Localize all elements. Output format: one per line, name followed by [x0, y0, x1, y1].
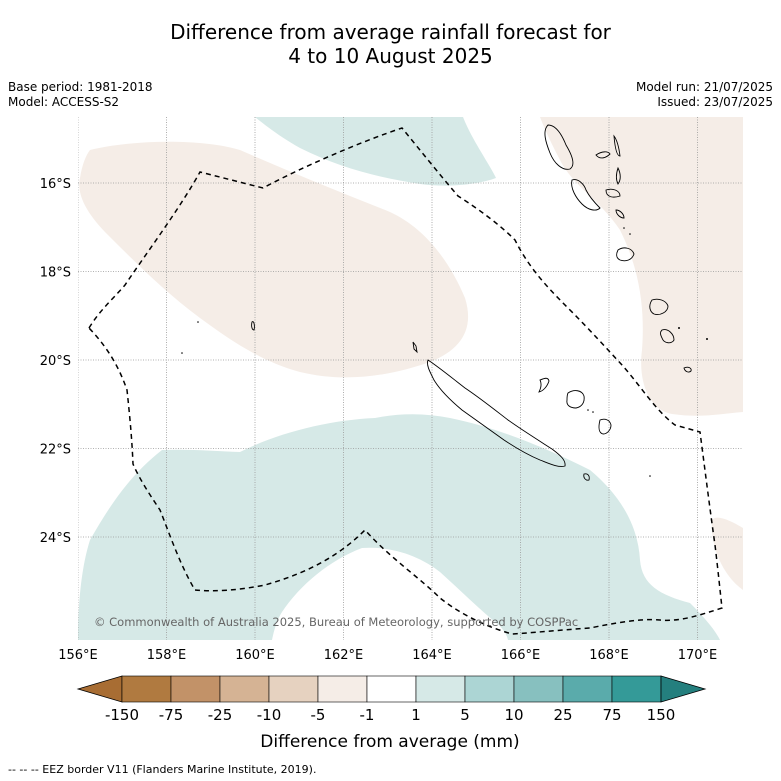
ambae-coast: [595, 151, 611, 159]
colorbar-segment: [121, 675, 172, 703]
ambrym-coast: [605, 188, 621, 198]
pentecost-coast: [616, 166, 621, 185]
islet: [706, 338, 708, 340]
longitude-label: 166°E: [501, 648, 541, 663]
espiritu-santo-coast: [544, 124, 574, 170]
colorbar-segment: [464, 675, 515, 703]
model-run: Model run: 21/07/2025: [635, 80, 773, 94]
colorbar-tick-label: 10: [504, 706, 523, 724]
copyright-notice: © Commonwealth of Australia 2025, Bureau…: [94, 615, 578, 629]
colorbar-segment: [170, 675, 221, 703]
islet: [623, 227, 625, 229]
eez-border-legend: -- -- -- EEZ border V11 (Flanders Marine…: [8, 763, 317, 776]
islet: [181, 352, 183, 354]
colorbar-segment: [268, 675, 319, 703]
epi-coast: [615, 209, 625, 219]
map-title: Difference from average rainfall forecas…: [0, 20, 781, 68]
islet: [587, 409, 589, 411]
longitude-label: 170°E: [678, 648, 718, 663]
colorbar-segment: [611, 675, 662, 703]
title-line-1: Difference from average rainfall forecas…: [170, 20, 611, 44]
latitude-label: 18°S: [40, 266, 71, 281]
colorbar-tick-label: 1: [411, 706, 421, 724]
longitude-label: 162°E: [324, 648, 364, 663]
latitude-label: 16°S: [40, 177, 71, 192]
model-name: Model: ACCESS-S2: [8, 95, 120, 109]
colorbar-segment: [366, 675, 417, 703]
longitude-label: 160°E: [235, 648, 275, 663]
colorbar-segment: [513, 675, 564, 703]
tanna-coast: [660, 329, 675, 344]
mare-coast: [598, 418, 612, 435]
islet: [629, 233, 631, 235]
map-plot-area: © Commonwealth of Australia 2025, Bureau…: [78, 117, 743, 640]
colorbar: [76, 675, 707, 703]
colorbar-segment: [317, 675, 368, 703]
aneityum-coast: [683, 366, 692, 373]
colorbar-tick-label: 150: [647, 706, 676, 724]
model-info: Base period: 1981-2018 Model: ACCESS-S2: [8, 80, 153, 110]
islet: [649, 475, 651, 477]
gridlines: [78, 117, 743, 640]
ouvea-coast: [538, 377, 550, 393]
colorbar-tick-label: 25: [553, 706, 572, 724]
colorbar-tick-label: -150: [105, 706, 139, 724]
small-islets: [181, 227, 708, 477]
longitude-labels: 156°E 158°E 160°E 162°E 164°E 166°E 168°E 170°E: [58, 648, 717, 663]
latitude-labels: 16°S 18°S 20°S 22°S 24°S: [40, 177, 71, 546]
colorbar-tick-label: -25: [208, 706, 233, 724]
dry-anomaly-region-northeast: [540, 117, 743, 416]
colorbar-label: Difference from average (mm): [260, 732, 519, 752]
colorbar-segment: [219, 675, 270, 703]
islet: [592, 411, 594, 413]
colorbar-segment: [415, 675, 466, 703]
colorbar-tick-label: -1: [360, 706, 375, 724]
colorbar-extend-high: [660, 675, 707, 703]
maewo-coast: [613, 134, 621, 157]
colorbar-extend-low: [76, 675, 123, 703]
erromango-coast: [649, 298, 669, 315]
new-caledonia-coast: [427, 359, 566, 467]
latitude-label: 20°S: [40, 354, 71, 369]
longitude-label: 164°E: [412, 648, 452, 663]
latitude-label: 22°S: [40, 443, 71, 458]
coastlines: [251, 124, 692, 481]
malekula-coast: [571, 179, 601, 211]
walpole-islet-coast: [251, 321, 255, 331]
isle-of-pines-coast: [583, 473, 590, 481]
islet: [678, 327, 680, 329]
colorbar-segment: [562, 675, 613, 703]
neutral-pocket-south: [272, 547, 508, 640]
longitude-label: 168°E: [589, 648, 629, 663]
efate-coast: [616, 247, 635, 262]
latitude-label: 24°S: [40, 531, 71, 546]
colorbar-tick-label: 5: [460, 706, 470, 724]
dry-anomaly-region-southeast: [711, 517, 743, 590]
islet: [197, 321, 199, 323]
issued-date: Issued: 23/07/2025: [657, 95, 773, 109]
colorbar-tick-label: -5: [311, 706, 326, 724]
run-info: Model run: 21/07/2025 Issued: 23/07/2025: [636, 80, 773, 110]
colorbar-tick-label: 75: [602, 706, 621, 724]
colorbar-tick-label: -10: [257, 706, 282, 724]
lifou-coast: [566, 390, 585, 409]
wet-anomaly-region-south: [78, 414, 720, 640]
base-period: Base period: 1981-2018: [8, 80, 153, 94]
belep-islands-coast: [412, 341, 418, 354]
longitude-label: 158°E: [147, 648, 187, 663]
dry-anomaly-region-west: [79, 141, 469, 378]
longitude-label: 156°E: [58, 648, 98, 663]
colorbar-tick-labels: -150 -75 -25 -10 -5 -1 1 5 10 25 75 150: [105, 706, 675, 724]
title-line-2: 4 to 10 August 2025: [288, 44, 493, 68]
colorbar-tick-label: -75: [159, 706, 184, 724]
eez-border: [88, 127, 723, 635]
